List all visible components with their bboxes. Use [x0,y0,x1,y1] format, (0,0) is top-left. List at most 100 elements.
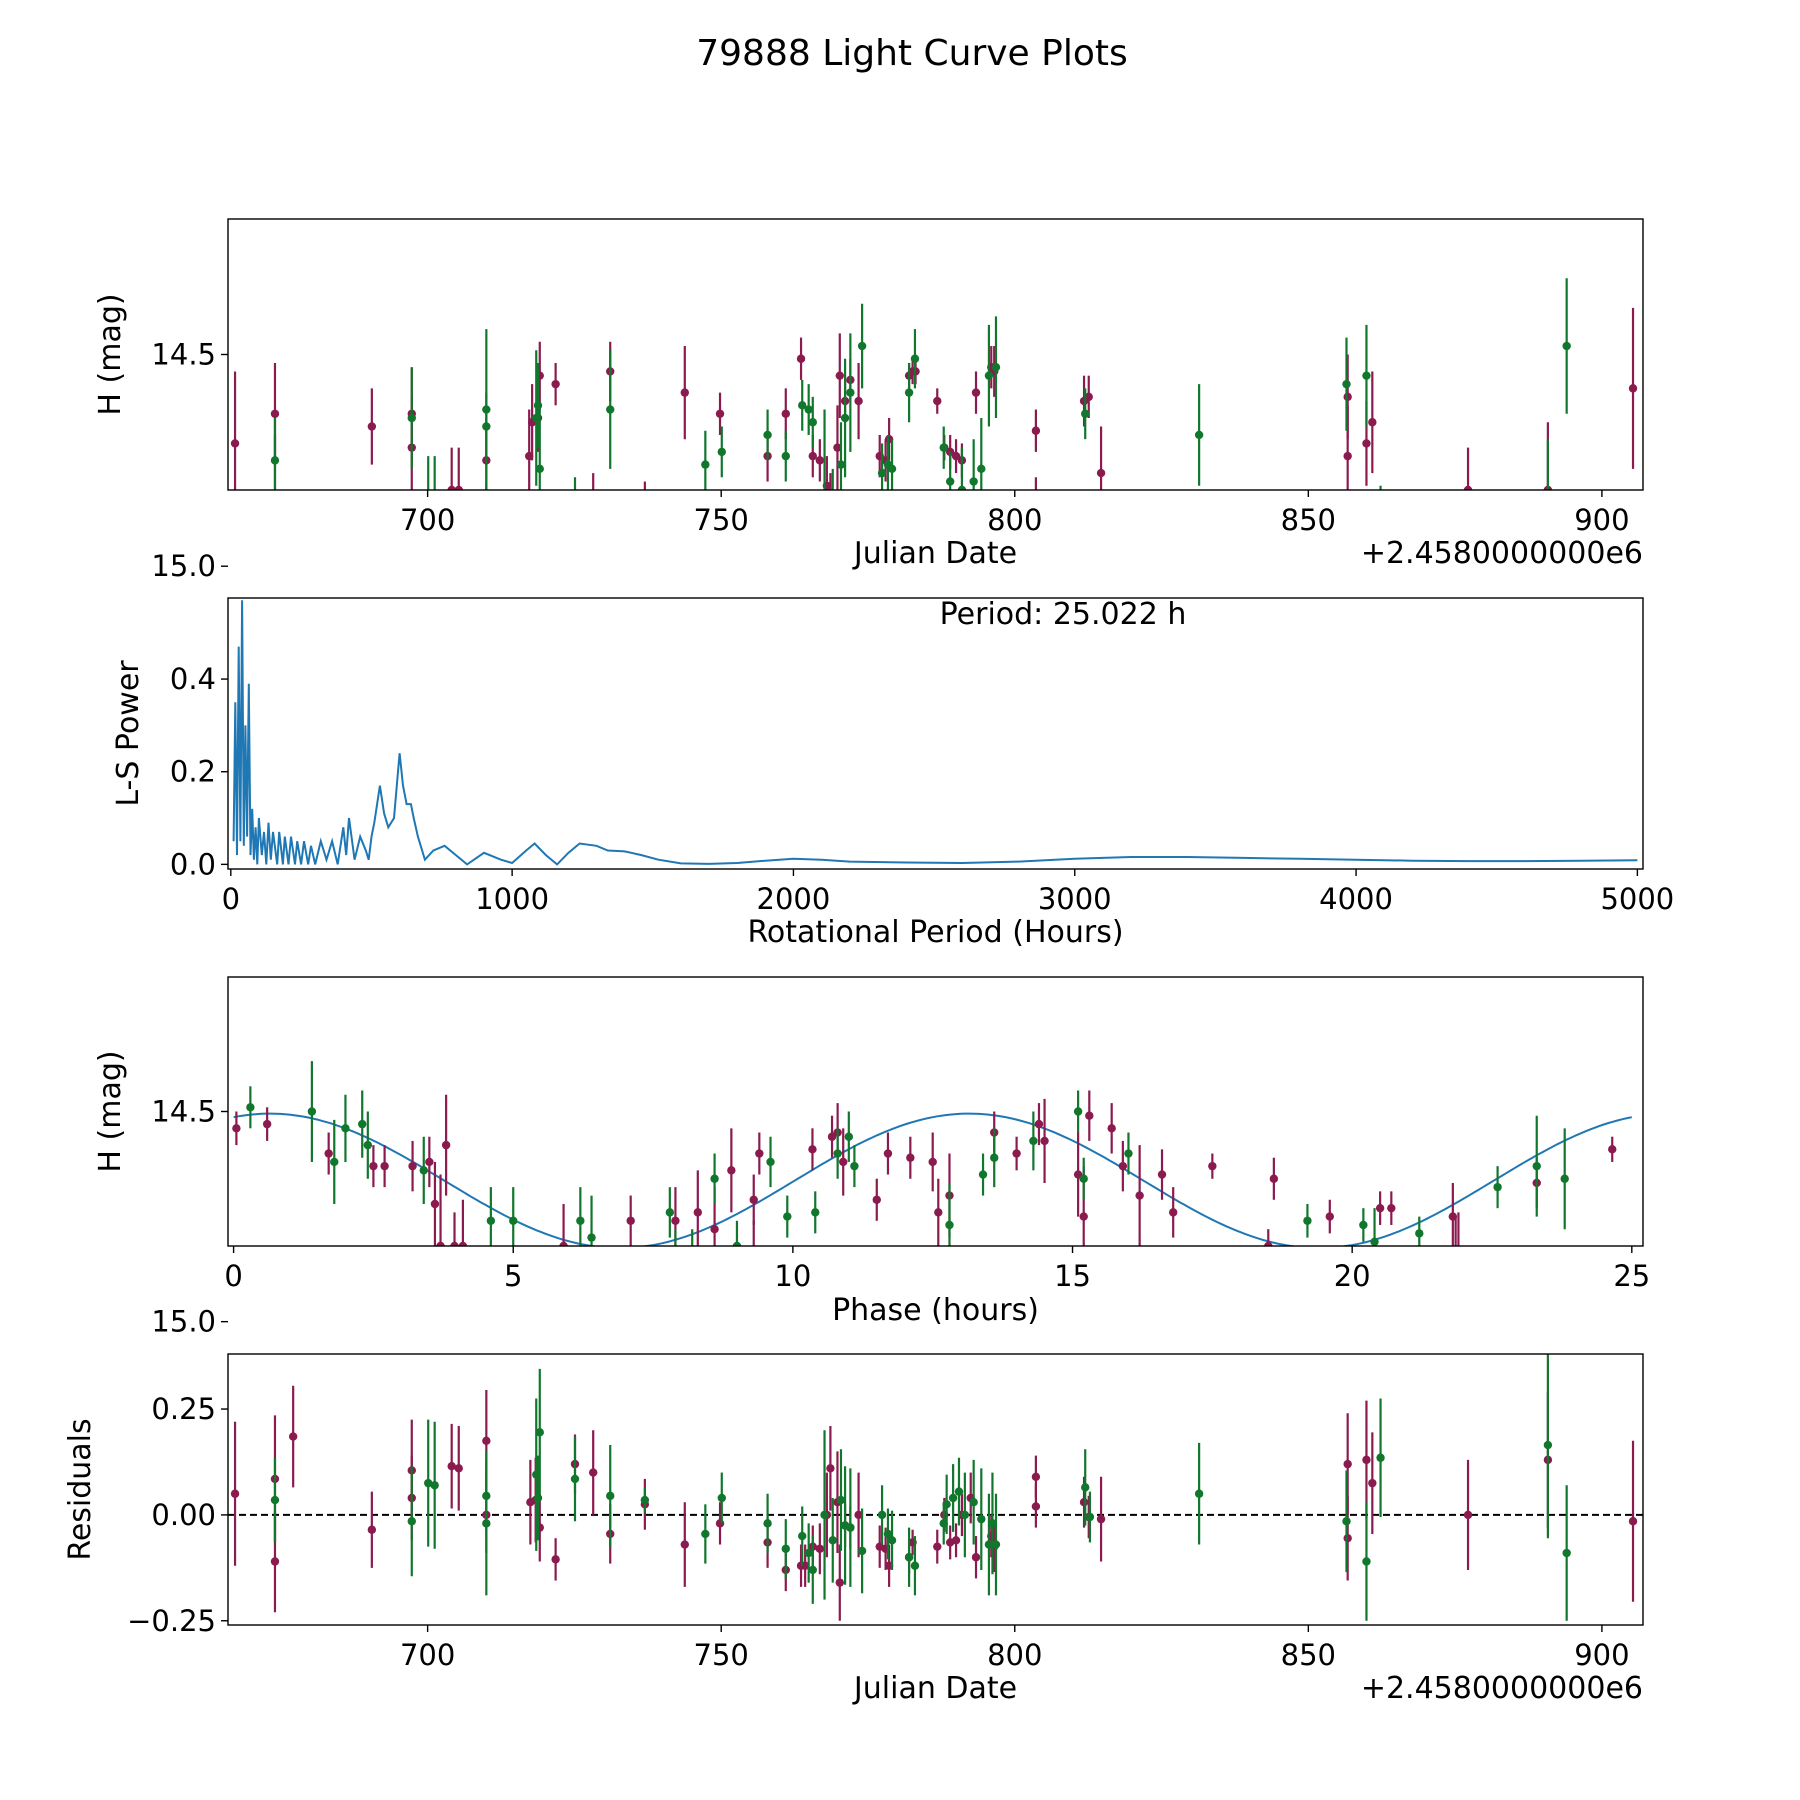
data-point [270,1495,280,1505]
x-tick-label: 800 [987,503,1042,537]
data-point [850,1161,859,1171]
data-point [904,1553,914,1562]
data-point [535,464,544,474]
residuals-x-axis-label: Julian Date [852,1671,1017,1706]
data-point [1362,1557,1371,1566]
data-point [367,1525,377,1534]
data-point [1362,439,1371,448]
data-point [640,1495,650,1505]
periodogram-y-axis-label: L-S Power [111,660,146,807]
data-point [458,1241,468,1246]
data-point [1325,1212,1334,1221]
data-point [811,1208,820,1217]
x-tick-label: 900 [1574,503,1629,537]
y-tick-label: 0.0 [170,847,216,881]
data-point [969,1498,978,1507]
data-point [763,1519,772,1528]
data-point [341,1124,350,1133]
x-tick-label: 700 [400,503,455,537]
data-point [425,1157,434,1167]
data-point [717,447,726,457]
data-point [839,1157,848,1167]
model-fit-curve [233,1112,1632,1246]
phased-panel: 0 5 10 15 20 25 15.0 14.5 Phase (hours) H (mag) [93,976,1650,1339]
data-point [942,1500,951,1509]
data-point [969,477,978,486]
data-point [232,1124,241,1133]
data-point [1362,371,1371,380]
data-point [840,413,850,423]
data-point [230,439,240,448]
data-point [270,456,280,465]
data-point [1124,1149,1133,1158]
data-point [1342,1517,1351,1526]
data-point [1012,1149,1021,1158]
data-point [951,1536,961,1545]
data-point [906,1153,915,1162]
x-tick-label: 750 [694,1638,749,1672]
data-point [1415,1229,1424,1238]
data-point [1135,1191,1144,1200]
data-point [701,1529,710,1539]
data-point [717,1493,726,1503]
y-tick-label: 0.2 [170,755,216,789]
data-point [948,1493,958,1503]
data-point [606,1491,615,1501]
data-point [1362,1455,1371,1465]
data-point [1359,1220,1368,1230]
data-point [954,1487,964,1496]
data-point [1493,1182,1502,1192]
data-point [447,1462,456,1471]
data-point [441,1140,451,1150]
data-point [755,1149,764,1158]
data-point [1375,1203,1385,1213]
lightcurve-y-axis-label: H (mag) [93,293,128,415]
residuals-panel: 700 750 800 850 900 0.25 0.00 −0.25 Julian Date R… [63,1353,1644,1706]
data-point [307,1107,317,1116]
periodogram-plot-area [232,600,1638,866]
data-point [808,418,817,427]
data-point [1079,1498,1089,1507]
data-point [883,1149,893,1158]
period-annotation: Period: 25.022 h [940,597,1187,632]
residuals-axes-frame [227,1353,1644,1626]
data-point [715,409,725,418]
data-point [665,1208,675,1217]
data-point [407,1517,416,1526]
data-point [450,1241,459,1246]
data-point [715,1519,725,1528]
data-point [1532,1161,1541,1171]
data-point [606,405,615,414]
x-tick-label: 3000 [1038,882,1112,916]
data-point [1343,392,1352,402]
x-tick-label: 10 [774,1259,811,1293]
data-point [804,405,813,414]
data-point [991,363,1001,372]
data-point [835,1578,844,1587]
periodogram-line [232,600,1638,866]
data-point [990,1153,999,1162]
data-point [408,1161,417,1171]
data-point [454,485,463,490]
data-point [1031,426,1041,435]
data-point [928,1157,937,1167]
data-point [535,1428,544,1437]
data-point [804,1548,813,1558]
data-point [798,1531,807,1541]
data-point [1543,1440,1553,1450]
y-tick-label: 15.0 [151,1305,216,1339]
data-point [833,1149,842,1158]
data-point [1096,1514,1106,1524]
data-point [509,1216,518,1225]
lightcurve-plot-area [230,278,1638,490]
data-point [1303,1216,1312,1225]
data-point [486,1216,496,1225]
data-point [482,1436,491,1446]
periodogram-axes-frame [227,597,1644,870]
phased-x-axis-label: Phase (hours) [832,1293,1039,1328]
residuals-y-axis-label: Residuals [63,1418,98,1560]
data-point [246,1103,255,1112]
x-tick-label: 1000 [475,882,549,916]
data-point [1034,1119,1044,1129]
data-point [587,1233,596,1242]
